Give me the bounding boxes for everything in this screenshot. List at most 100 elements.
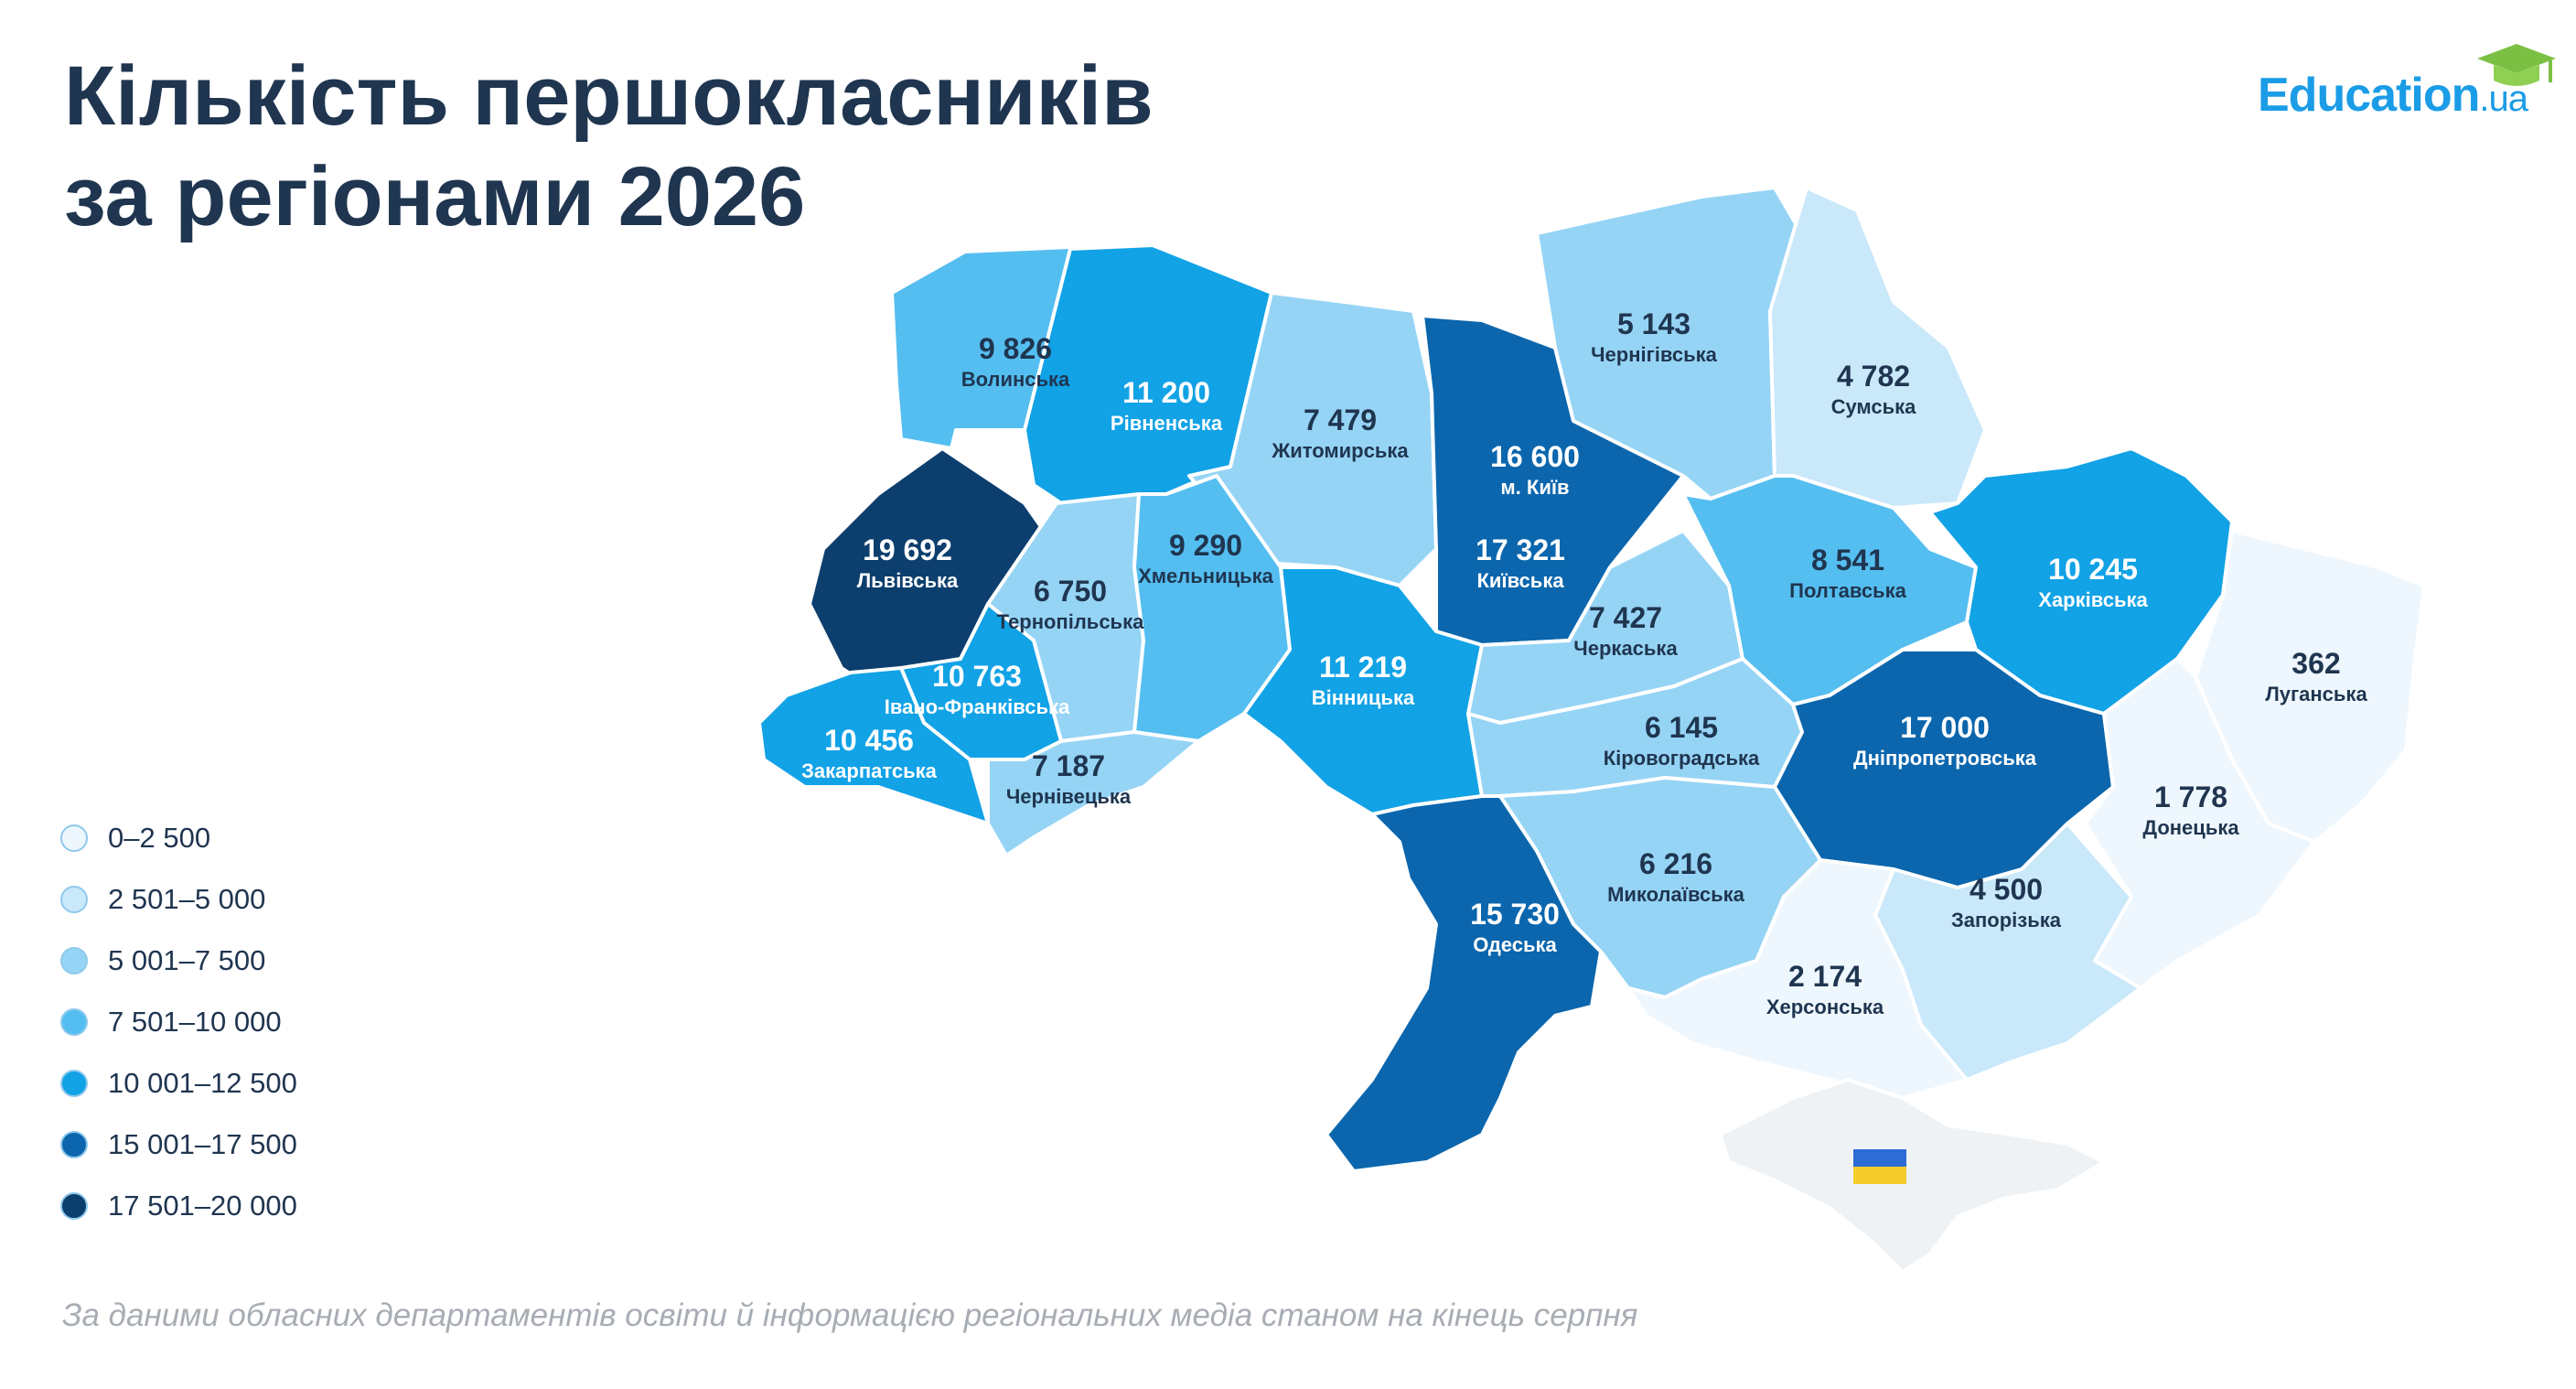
region-name: Миколаївська	[1607, 883, 1745, 906]
region-value: 10 456	[824, 724, 914, 757]
region-name: Івано-Франківська	[885, 695, 1070, 718]
region-label-kyivska: 17 321 Київська	[1476, 533, 1565, 592]
legend-item: 0–2 500	[60, 807, 297, 868]
region-label-lvivska: 19 692 Львівська	[857, 533, 959, 592]
region-name: Волинська	[961, 368, 1070, 391]
region-label-mykolaivska: 6 216 Миколаївська	[1607, 847, 1745, 906]
region-value: 10 245	[2048, 553, 2138, 586]
title-line-1: Кількість першокласників	[64, 49, 1154, 143]
region-label-zhytomyrska: 7 479 Житомирська	[1271, 404, 1409, 462]
legend-item: 10 001–12 500	[60, 1052, 297, 1114]
region-value: 6 216	[1639, 847, 1712, 880]
region-name: Хмельницька	[1138, 565, 1274, 587]
legend-label: 5 001–7 500	[108, 943, 266, 976]
legend-label: 7 501–10 000	[108, 1005, 282, 1038]
region-label-kirovohradska: 6 145 Кіровоградська	[1604, 711, 1760, 770]
education-ua-logo[interactable]: Education.ua	[2258, 37, 2560, 128]
region-label-chernivetska: 7 187 Чернівецька	[1006, 749, 1132, 808]
region-value: 7 427	[1589, 601, 1662, 634]
region-value: 7 479	[1304, 404, 1377, 436]
page-title: Кількість першокласників за регіонами 20…	[64, 46, 1154, 247]
legend-item: 7 501–10 000	[60, 991, 297, 1052]
region-name: Одеська	[1473, 933, 1557, 956]
region-chernivetska	[986, 730, 1200, 857]
region-name: Сумська	[1831, 395, 1917, 418]
region-value: 17 000	[1900, 711, 1990, 744]
region-label-kyiv-city: 16 600 м. Київ	[1490, 440, 1580, 499]
region-name: Дніпропетровська	[1853, 747, 2037, 770]
region-label-dnipropetrovska: 17 000 Дніпропетровська	[1853, 711, 2037, 770]
region-zakarpatska	[757, 666, 990, 825]
region-name: Черкаська	[1573, 637, 1678, 660]
region-value: 16 600	[1490, 440, 1580, 473]
legend-swatch	[60, 1007, 88, 1036]
region-value: 4 782	[1837, 360, 1910, 393]
legend-swatch	[60, 1130, 88, 1158]
region-label-khmelnytska: 9 290 Хмельницька	[1138, 529, 1274, 587]
graduation-cap-icon	[2477, 44, 2556, 86]
region-value: 17 321	[1476, 533, 1565, 566]
legend-item: 15 001–17 500	[60, 1114, 297, 1175]
region-value: 6 145	[1645, 711, 1718, 744]
region-name: Рівненська	[1111, 412, 1223, 435]
region-name: Херсонська	[1766, 996, 1884, 1018]
region-name: м. Київ	[1500, 476, 1569, 499]
region-name: Чернівецька	[1006, 785, 1132, 808]
legend-label: 2 501–5 000	[108, 882, 266, 915]
region-value: 4 500	[1970, 873, 2043, 906]
region-name: Київська	[1476, 569, 1564, 592]
region-name: Тернопільська	[997, 610, 1144, 633]
legend-item: 2 501–5 000	[60, 868, 297, 930]
region-name: Харківська	[2038, 588, 2148, 611]
region-label-poltavska: 8 541 Полтавська	[1789, 544, 1906, 602]
region-value: 5 143	[1617, 307, 1690, 340]
region-value: 11 219	[1319, 651, 1407, 684]
region-value: 7 187	[1032, 749, 1105, 782]
legend-swatch	[60, 885, 88, 913]
legend-label: 17 501–20 000	[108, 1189, 297, 1222]
legend-item: 5 001–7 500	[60, 930, 297, 991]
region-label-donetska: 1 778 Донецька	[2142, 781, 2239, 839]
region-value: 362	[2292, 647, 2340, 680]
region-value: 2 174	[1788, 960, 1862, 993]
region-value: 1 778	[2154, 781, 2227, 813]
region-name: Луганська	[2265, 683, 2367, 705]
legend-label: 15 001–17 500	[108, 1127, 297, 1160]
title-line-2: за регіонами 2026	[64, 150, 806, 243]
region-name: Донецька	[2142, 816, 2239, 839]
region-label-chernihivska: 5 143 Чернігівська	[1591, 307, 1718, 366]
region-name: Чернігівська	[1591, 343, 1718, 366]
region-crimea	[1718, 1078, 2106, 1274]
region-value: 19 692	[863, 533, 952, 566]
legend-label: 0–2 500	[108, 821, 211, 854]
region-name: Житомирська	[1271, 439, 1409, 462]
region-label-cherkaska: 7 427 Черкаська	[1573, 601, 1678, 660]
legend-item: 17 501–20 000	[60, 1175, 297, 1236]
region-label-zaporizka: 4 500 Запорізька	[1951, 873, 2062, 931]
region-label-rivnenska: 11 200 Рівненська	[1111, 376, 1223, 435]
logo-main: Education	[2258, 69, 2480, 122]
region-value: 11 200	[1122, 376, 1210, 409]
region-donetska	[2084, 657, 2316, 990]
region-name: Кіровоградська	[1604, 747, 1760, 770]
region-value: 6 750	[1034, 575, 1107, 608]
region-value: 9 290	[1169, 529, 1242, 562]
region-label-luhanska: 362 Луганська	[2265, 647, 2367, 705]
source-note: За даними обласних департаментів освіти …	[62, 1297, 1638, 1333]
legend-swatch	[60, 824, 88, 852]
region-value: 10 763	[932, 660, 1022, 693]
region-value: 15 730	[1470, 898, 1560, 931]
region-name: Львівська	[857, 569, 959, 592]
region-label-khersonska: 2 174 Херсонська	[1766, 960, 1884, 1018]
region-khersonska	[1626, 858, 1969, 1100]
region-name: Полтавська	[1789, 579, 1906, 602]
legend-swatch	[60, 1191, 88, 1220]
region-sumska	[1768, 186, 1987, 510]
